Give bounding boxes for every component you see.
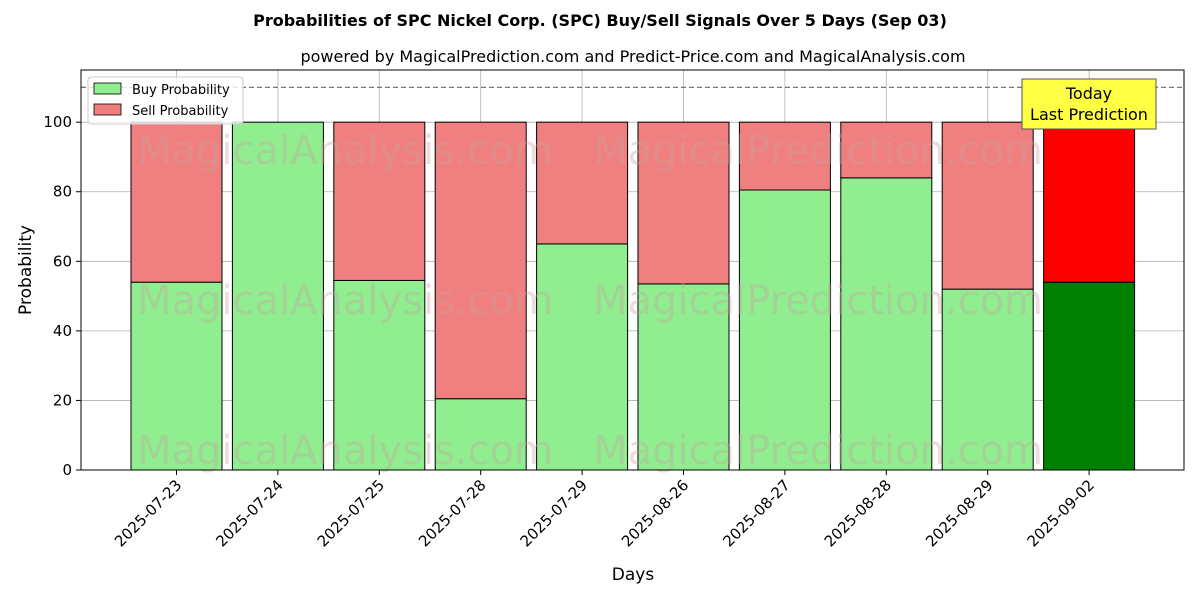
x-axis-ticks: 2025-07-23 2025-07-24 2025-07-25 2025-07-28… bbox=[111, 470, 1098, 550]
plot-frame bbox=[80, 69, 1185, 471]
y-tick-label: 60 bbox=[53, 252, 72, 270]
bar-sell bbox=[130, 121, 223, 283]
bar-buy bbox=[840, 177, 933, 471]
bar-buy bbox=[637, 283, 730, 471]
today-annotation-box bbox=[1021, 78, 1157, 130]
watermark-text: MagicalPrediction.com bbox=[593, 278, 1043, 324]
watermark-text: MagicalPrediction.com bbox=[593, 128, 1043, 174]
bar-sell bbox=[637, 121, 730, 285]
y-tick-label: 80 bbox=[53, 183, 72, 201]
y-tick-label: 20 bbox=[53, 391, 72, 409]
y-tick-label: 0 bbox=[62, 461, 72, 479]
y-axis-label: Probability bbox=[16, 225, 36, 315]
bar-sell bbox=[840, 121, 933, 179]
x-tick-label: 2025-08-28 bbox=[821, 476, 895, 550]
bar-buy bbox=[1043, 281, 1136, 471]
bar-buy bbox=[434, 398, 527, 471]
chart-subtitle: powered by MagicalPrediction.com and Pre… bbox=[300, 47, 965, 66]
x-tick-label: 2025-08-27 bbox=[719, 476, 793, 550]
bar-buy bbox=[333, 279, 426, 471]
bar-sell bbox=[536, 121, 629, 245]
watermark-text: MagicalAnalysis.com bbox=[137, 128, 553, 174]
watermark-text: MagicalAnalysis.com bbox=[137, 428, 553, 474]
legend-swatch-sell bbox=[93, 103, 122, 116]
bars bbox=[130, 121, 1136, 471]
bar-sell bbox=[333, 121, 426, 281]
watermark-text: MagicalPrediction.com bbox=[593, 428, 1043, 474]
y-tick-label: 40 bbox=[53, 322, 72, 340]
x-tick-label: 2025-07-29 bbox=[517, 476, 591, 550]
y-tick-label: 100 bbox=[43, 113, 72, 131]
x-tick-label: 2025-09-02 bbox=[1024, 476, 1098, 550]
y-axis-ticks: 0 20 40 60 80 100 bbox=[43, 113, 81, 479]
today-annotation-line1: Today bbox=[1065, 84, 1112, 103]
legend-label-sell: Sell Probability bbox=[132, 104, 229, 119]
x-axis-label: Days bbox=[612, 565, 655, 585]
today-annotation-line2: Last Prediction bbox=[1030, 105, 1148, 124]
x-tick-label: 2025-08-29 bbox=[922, 476, 996, 550]
today-annotation: Today Last Prediction bbox=[1021, 78, 1157, 130]
chart-title: Probabilities of SPC Nickel Corp. (SPC) … bbox=[253, 11, 947, 30]
bar-sell bbox=[434, 121, 527, 400]
bar-buy bbox=[130, 281, 223, 471]
watermarks: MagicalAnalysis.com MagicalPrediction.com… bbox=[137, 128, 1043, 474]
watermark-text: MagicalAnalysis.com bbox=[137, 278, 553, 324]
x-tick-label: 2025-08-26 bbox=[618, 476, 692, 550]
bar-buy bbox=[738, 189, 831, 471]
x-tick-label: 2025-07-23 bbox=[111, 476, 185, 550]
bar-buy bbox=[941, 288, 1034, 471]
legend-box bbox=[87, 76, 244, 125]
bar-sell bbox=[738, 121, 831, 191]
bar-sell bbox=[941, 121, 1034, 290]
x-tick-label: 2025-07-24 bbox=[212, 476, 286, 550]
x-tick-label: 2025-07-28 bbox=[415, 476, 489, 550]
legend: Buy Probability Sell Probability bbox=[87, 76, 244, 125]
legend-label-buy: Buy Probability bbox=[132, 83, 230, 98]
legend-swatch-buy bbox=[93, 82, 122, 95]
bar-sell bbox=[1043, 121, 1136, 283]
x-tick-label: 2025-07-25 bbox=[314, 476, 388, 550]
